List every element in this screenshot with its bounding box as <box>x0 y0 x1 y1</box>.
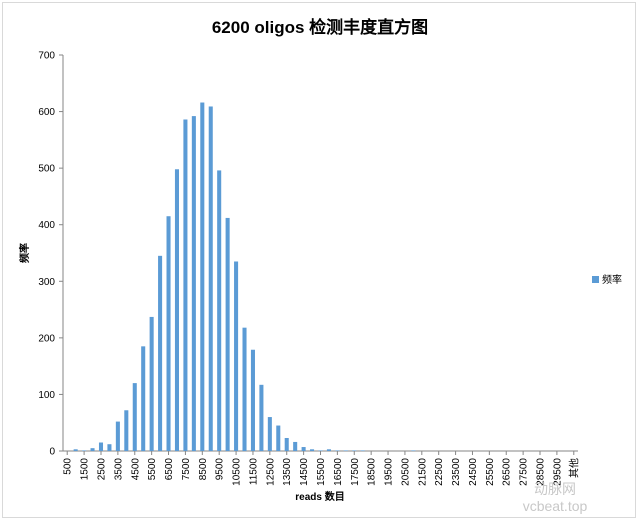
y-tick-label: 100 <box>38 390 55 401</box>
x-tick-label: 23500 <box>451 458 462 486</box>
x-tick-label: 9500 <box>215 458 226 481</box>
x-tick-label: 其他 <box>567 458 580 478</box>
watermark-url: vcbeat.top <box>523 498 588 514</box>
bar-9000 <box>208 106 213 451</box>
bar-2000 <box>90 448 95 451</box>
x-axis-title: reads 数目 <box>295 490 344 503</box>
bar-14500 <box>301 447 306 451</box>
bar-17000 <box>343 450 348 451</box>
x-tick-label: 4500 <box>130 458 141 481</box>
bar-12500 <box>267 417 272 451</box>
bar-4500 <box>132 383 137 451</box>
bar-16000 <box>326 449 331 451</box>
bar-15500 <box>318 450 323 451</box>
x-tick-label: 13500 <box>282 458 293 486</box>
bar-10500 <box>234 261 239 451</box>
x-tick-label: 29500 <box>552 458 563 486</box>
bar-1000 <box>73 449 78 451</box>
bar-3000 <box>107 444 112 451</box>
x-tick-label: 1500 <box>80 458 91 481</box>
bar-10000 <box>225 217 230 451</box>
x-tick-label: 19500 <box>384 458 395 486</box>
x-tick-label: 15500 <box>316 458 327 486</box>
legend-swatch <box>592 276 599 283</box>
bar-6500 <box>166 216 171 451</box>
x-tick-label: 6500 <box>164 458 175 481</box>
bar-4000 <box>124 410 129 451</box>
y-tick-label: 400 <box>38 220 55 231</box>
y-tick-label: 300 <box>38 277 55 288</box>
x-tick-label: 28500 <box>536 458 547 486</box>
x-tick-label: 7500 <box>181 458 192 481</box>
bar-14000 <box>293 441 298 451</box>
bar-7500 <box>183 119 188 452</box>
x-tick-label: 16500 <box>333 458 344 486</box>
bar-2500 <box>98 442 104 451</box>
bar-11000 <box>242 327 247 451</box>
x-tick-label: 2500 <box>96 458 107 481</box>
x-tick-label: 20500 <box>400 458 411 486</box>
bar-18000 <box>360 450 365 451</box>
chart-frame <box>2 2 636 518</box>
x-tick-label: 5500 <box>147 458 158 481</box>
x-tick-label: 27500 <box>519 458 530 486</box>
legend-label: 频率 <box>602 273 622 286</box>
y-tick-label: 0 <box>49 447 55 458</box>
chart-title: 6200 oligos 检测丰度直方图 <box>212 17 428 37</box>
x-tick-label: 14500 <box>299 458 310 486</box>
x-tick-label: 21500 <box>417 458 428 486</box>
bar-11500 <box>250 349 255 451</box>
bar-15000 <box>310 449 315 451</box>
x-tick-label: 8500 <box>198 458 209 481</box>
bar-6000 <box>158 255 163 451</box>
x-tick-label: 12500 <box>265 458 276 486</box>
y-tick-label: 200 <box>38 333 55 344</box>
bar-17500 <box>352 450 357 451</box>
x-tick-label: 25500 <box>485 458 496 486</box>
bar-1500 <box>82 450 87 451</box>
x-tick-label: 500 <box>63 458 74 475</box>
bar-8500 <box>200 102 205 452</box>
y-tick-label: 500 <box>38 164 55 175</box>
x-tick-label: 26500 <box>502 458 513 486</box>
watermark-logo: 动脉网 <box>534 481 576 497</box>
x-tick-label: 17500 <box>350 458 361 486</box>
bar-8000 <box>191 116 196 451</box>
y-tick-label: 700 <box>38 51 55 62</box>
y-axis-title: 频率 <box>18 243 31 263</box>
bar-9500 <box>217 170 222 451</box>
bar-21000 <box>411 450 416 451</box>
bar-5000 <box>141 346 146 451</box>
bar-5500 <box>149 316 154 451</box>
bar-7000 <box>174 169 179 451</box>
bar-13000 <box>276 425 281 451</box>
bar-3500 <box>115 421 120 451</box>
bar-12000 <box>259 384 264 451</box>
x-tick-label: 24500 <box>468 458 479 486</box>
x-tick-label: 3500 <box>113 458 124 481</box>
y-tick-label: 600 <box>38 107 55 118</box>
bar-13500 <box>284 437 289 451</box>
bar-16500 <box>335 450 340 451</box>
x-tick-label: 11500 <box>248 458 259 486</box>
x-tick-label: 22500 <box>434 458 445 486</box>
x-tick-label: 18500 <box>367 458 378 486</box>
x-tick-label: 10500 <box>232 458 243 486</box>
